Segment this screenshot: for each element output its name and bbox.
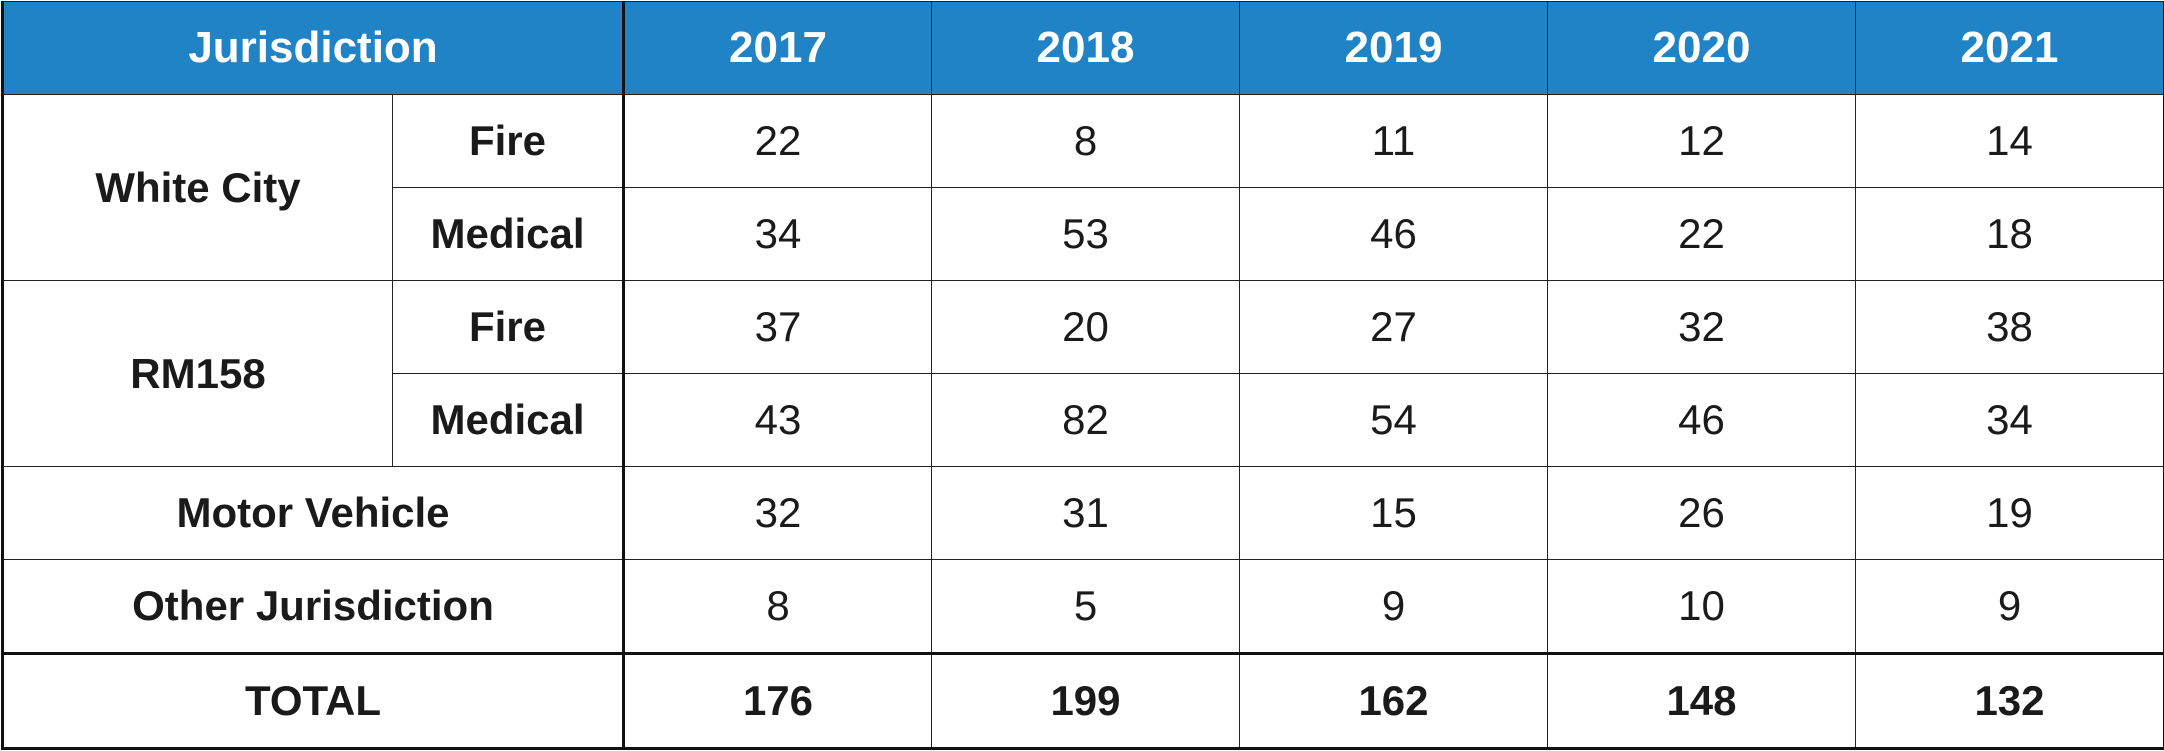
table-cell: 8	[931, 94, 1240, 188]
total-label: TOTAL	[1, 652, 625, 750]
table-cell: 54	[1239, 373, 1548, 467]
total-cell: 132	[1855, 652, 2164, 750]
table-cell: 8	[623, 559, 932, 654]
table-cell: 19	[1855, 466, 2164, 560]
table-cell: 10	[1547, 559, 1856, 654]
table-cell: 34	[623, 187, 932, 281]
table-cell: 9	[1855, 559, 2164, 654]
table-cell: 14	[1855, 94, 2164, 188]
header-row: Jurisdiction 2017 2018 2019 2020 2021	[1, 1, 2164, 95]
row-label-other-jurisdiction: Other Jurisdiction	[1, 559, 625, 654]
total-row: TOTAL 176 199 162 148 132	[1, 652, 2164, 750]
table-cell: 82	[931, 373, 1240, 467]
table-cell: 37	[623, 280, 932, 374]
table-cell: 46	[1239, 187, 1548, 281]
table-row: Medical 43 82 54 46 34	[3, 373, 2164, 467]
row-label-fire: Fire	[392, 94, 625, 188]
header-year-2021: 2021	[1855, 1, 2164, 95]
group-label-white-city: White City	[1, 94, 393, 281]
table-cell: 18	[1855, 187, 2164, 281]
group-label-rm158: RM158	[1, 280, 393, 467]
table-cell: 43	[623, 373, 932, 467]
table-cell: 20	[931, 280, 1240, 374]
table-cell: 32	[623, 466, 932, 560]
header-year-2019: 2019	[1239, 1, 1548, 95]
table-cell: 53	[931, 187, 1240, 281]
table-row: White City Fire 22 8 11 12 14	[1, 94, 2164, 281]
table-row: Motor Vehicle 32 31 15 26 19	[1, 466, 2164, 560]
header-jurisdiction: Jurisdiction	[1, 1, 625, 95]
table-cell: 46	[1547, 373, 1856, 467]
total-cell: 176	[623, 652, 932, 750]
table-cell: 38	[1855, 280, 2164, 374]
header-year-2020: 2020	[1547, 1, 1856, 95]
header-year-2018: 2018	[931, 1, 1240, 95]
table-cell: 32	[1547, 280, 1856, 374]
table-cell: 12	[1547, 94, 1856, 188]
row-label-medical: Medical	[392, 373, 625, 467]
header-year-2017: 2017	[623, 1, 932, 95]
table-cell: 22	[623, 94, 932, 188]
total-cell: 199	[931, 652, 1240, 750]
table-cell: 31	[931, 466, 1240, 560]
table-cell: 5	[931, 559, 1240, 654]
total-cell: 162	[1239, 652, 1548, 750]
table-row: RM158 Fire 37 20 27 32 38	[1, 280, 2164, 467]
table-cell: 27	[1239, 280, 1548, 374]
total-cell: 148	[1547, 652, 1856, 750]
table-cell: 9	[1239, 559, 1548, 654]
row-label-motor-vehicle: Motor Vehicle	[1, 466, 625, 560]
table-cell: 34	[1855, 373, 2164, 467]
row-label-fire: Fire	[392, 280, 625, 374]
row-label-medical: Medical	[392, 187, 625, 281]
table-cell: 15	[1239, 466, 1548, 560]
table-cell: 11	[1239, 94, 1548, 188]
table-cell: 26	[1547, 466, 1856, 560]
table-row: Other Jurisdiction 8 5 9 10 9	[1, 559, 2164, 654]
table-cell: 22	[1547, 187, 1856, 281]
